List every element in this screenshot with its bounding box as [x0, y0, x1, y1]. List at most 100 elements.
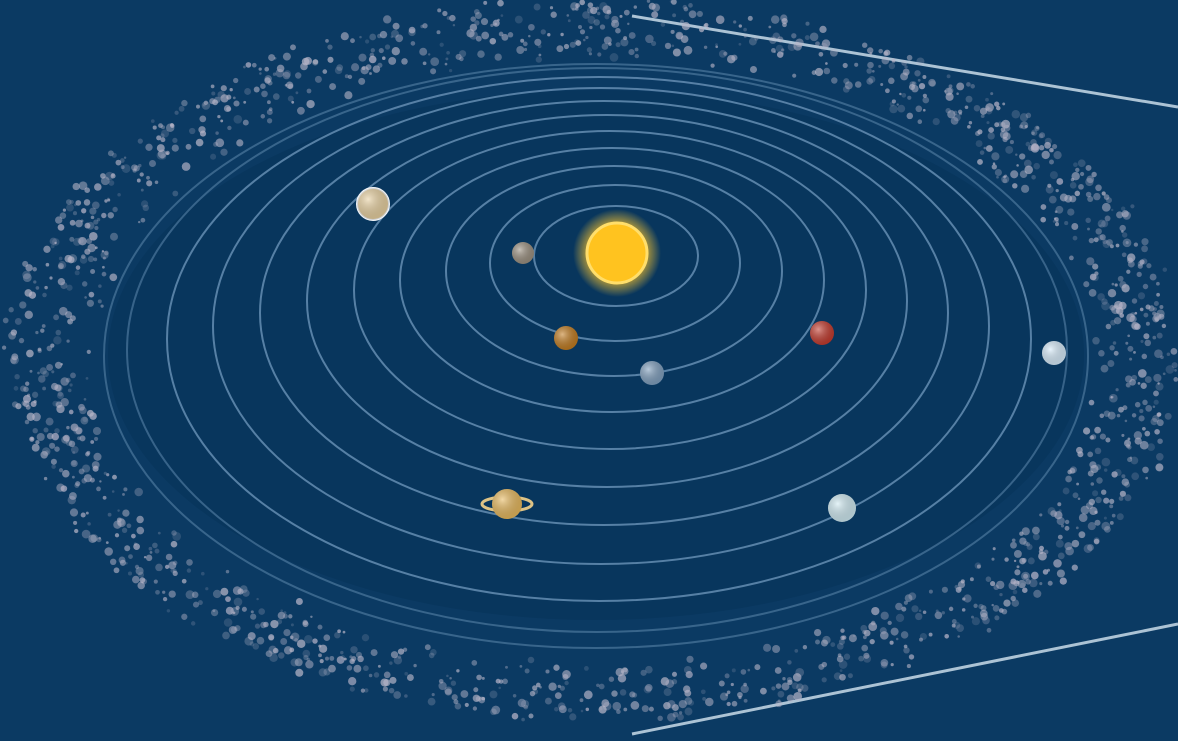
belt-particle	[1099, 234, 1106, 241]
belt-particle	[289, 647, 295, 653]
belt-particle	[87, 243, 96, 253]
belt-particle	[114, 533, 120, 538]
belt-particle	[166, 609, 171, 613]
belt-particle	[60, 485, 68, 492]
belt-particle	[908, 83, 916, 91]
belt-particle	[42, 386, 47, 391]
belt-particle	[50, 458, 57, 465]
belt-particle	[22, 260, 29, 267]
belt-particle	[1093, 192, 1101, 201]
belt-particle	[1143, 333, 1150, 340]
belt-particle	[1054, 511, 1063, 520]
belt-particle	[688, 3, 693, 8]
belt-particle	[663, 701, 671, 710]
zoom-line-top	[631, 14, 1178, 109]
belt-particle	[230, 626, 238, 634]
belt-particle	[1083, 544, 1093, 553]
belt-particle	[40, 328, 45, 333]
belt-particle	[80, 512, 86, 518]
belt-particle	[498, 686, 501, 690]
belt-particle	[1064, 542, 1073, 551]
belt-particle	[388, 687, 395, 694]
belt-particle	[233, 597, 243, 607]
belt-particle	[43, 245, 51, 253]
belt-particle	[1155, 382, 1164, 391]
belt-particle	[1108, 393, 1118, 403]
belt-particle	[966, 82, 971, 87]
belt-particle	[1154, 429, 1160, 435]
belt-particle	[1142, 283, 1149, 290]
belt-particle	[1019, 113, 1029, 122]
belt-particle	[633, 5, 637, 9]
belt-particle	[632, 692, 638, 698]
belt-particle	[706, 26, 709, 30]
belt-particle	[109, 558, 117, 566]
belt-particle	[623, 9, 630, 16]
belt-particle	[1056, 569, 1065, 578]
belt-particle	[171, 530, 177, 536]
belt-particle	[1126, 313, 1135, 323]
belt-particle	[22, 273, 32, 282]
belt-particle	[749, 65, 758, 74]
belt-particle	[1122, 405, 1128, 411]
belt-particle	[918, 609, 922, 613]
belt-particle	[523, 704, 529, 710]
belt-particle	[1139, 440, 1149, 450]
belt-particle	[1001, 608, 1008, 615]
belt-particle	[640, 669, 647, 676]
belt-particle	[1127, 457, 1133, 463]
belt-particle	[891, 99, 896, 104]
belt-particle	[33, 280, 37, 284]
belt-particle	[500, 14, 504, 17]
belt-particle	[1094, 510, 1098, 514]
belt-particle	[978, 603, 984, 610]
belt-particle	[67, 319, 72, 324]
belt-particle	[361, 66, 366, 71]
belt-particle	[152, 542, 158, 549]
belt-particle	[1031, 526, 1040, 535]
belt-particle	[678, 711, 683, 715]
belt-particle	[1153, 399, 1159, 405]
belt-particle	[769, 36, 777, 44]
belt-particle	[290, 44, 296, 51]
orbit-ring-2	[489, 184, 741, 342]
belt-particle	[1078, 531, 1086, 539]
belt-particle	[715, 15, 725, 24]
belt-particle	[14, 317, 22, 325]
belt-particle	[1162, 372, 1166, 376]
belt-particle	[199, 115, 207, 123]
belt-particle	[553, 664, 560, 671]
belt-particle	[327, 44, 333, 50]
belt-particle	[979, 150, 985, 155]
belt-particle	[361, 634, 370, 642]
belt-particle	[528, 34, 531, 38]
belt-particle	[302, 649, 311, 658]
belt-particle	[1019, 537, 1027, 545]
belt-particle	[1166, 352, 1171, 357]
belt-particle	[379, 30, 388, 39]
belt-particle	[72, 182, 80, 191]
belt-particle	[1145, 321, 1150, 326]
belt-particle	[796, 683, 804, 691]
belt-particle	[81, 529, 91, 539]
belt-particle	[793, 691, 803, 701]
belt-particle	[878, 64, 882, 68]
belt-particle	[389, 661, 393, 665]
belt-particle	[1088, 237, 1095, 244]
belt-particle	[1154, 316, 1160, 322]
belt-particle	[139, 577, 146, 583]
belt-particle	[1093, 237, 1099, 243]
belt-particle	[774, 667, 782, 674]
belt-particle	[121, 527, 128, 533]
belt-particle	[149, 551, 153, 554]
belt-particle	[232, 586, 242, 595]
belt-particle	[1134, 401, 1141, 408]
belt-particle	[36, 432, 45, 442]
belt-particle	[26, 349, 34, 358]
belt-particle	[446, 50, 450, 55]
belt-particle	[651, 11, 659, 19]
belt-particle	[863, 629, 871, 637]
belt-particle	[532, 685, 538, 691]
belt-particle	[681, 21, 691, 31]
belt-particle	[329, 83, 337, 91]
